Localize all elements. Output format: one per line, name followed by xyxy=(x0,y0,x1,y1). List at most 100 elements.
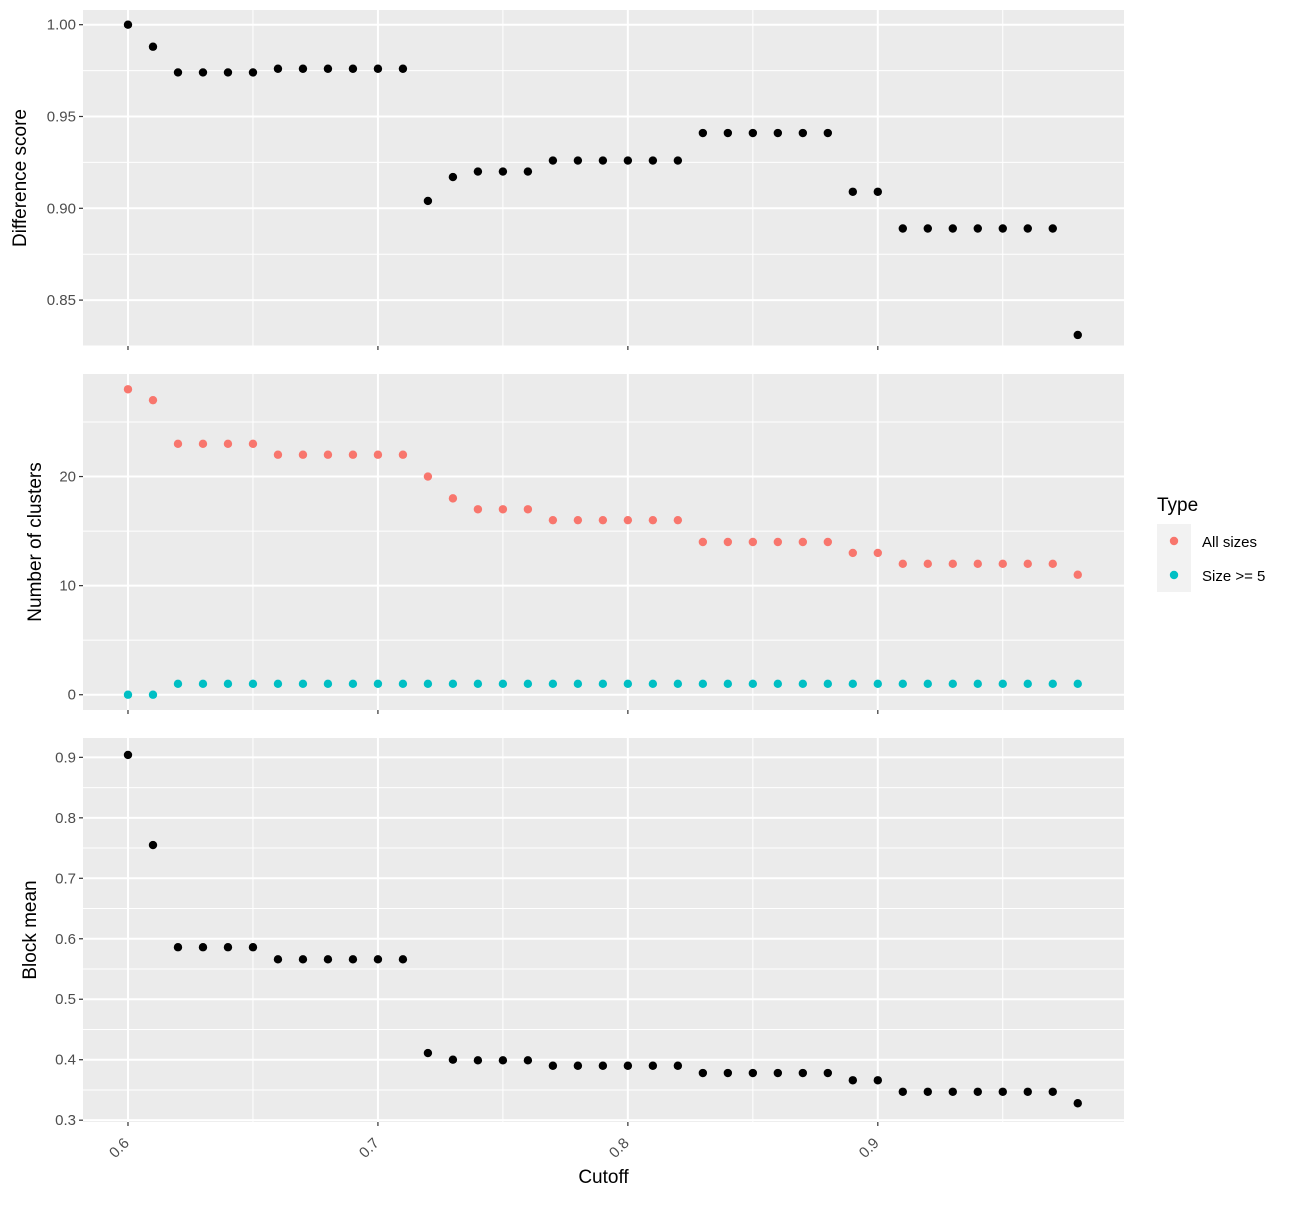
data-point-top-s0-4 xyxy=(223,68,233,77)
data-point-top-s0-37 xyxy=(1048,224,1057,233)
data-point-bottom-s0-1 xyxy=(148,840,158,850)
data-point-bottom-s0-13 xyxy=(448,1055,458,1064)
data-point-bottom-s0-7 xyxy=(298,955,308,964)
data-point-middle-s1-28 xyxy=(823,679,833,689)
data-point-middle-s0-30 xyxy=(873,548,883,558)
data-point-middle-s1-25 xyxy=(748,679,758,689)
data-point-middle-s1-3 xyxy=(198,679,208,689)
data-point-middle-s0-38 xyxy=(1073,570,1082,579)
data-point-top-s0-32 xyxy=(923,224,932,233)
x-tick-label: 0.9 xyxy=(856,1135,883,1162)
data-point-top-s0-38 xyxy=(1073,330,1082,340)
data-point-middle-s1-20 xyxy=(623,679,633,689)
data-point-bottom-s0-23 xyxy=(698,1068,708,1078)
data-point-bottom-s0-34 xyxy=(973,1087,982,1096)
data-point-top-s0-12 xyxy=(423,196,433,206)
data-point-top-s0-7 xyxy=(298,64,308,73)
data-point-middle-s1-36 xyxy=(1023,679,1032,689)
data-point-middle-s1-24 xyxy=(723,679,733,689)
data-point-bottom-s0-31 xyxy=(898,1087,908,1096)
data-point-bottom-s0-21 xyxy=(648,1061,658,1070)
data-point-bottom-s0-16 xyxy=(523,1056,533,1065)
data-point-bottom-s0-3 xyxy=(198,943,208,952)
y-tick-label: 1.00 xyxy=(47,17,76,34)
data-point-top-s0-23 xyxy=(698,128,708,138)
data-point-top-s0-31 xyxy=(898,224,908,233)
data-point-middle-s0-19 xyxy=(598,515,608,525)
data-point-middle-s1-38 xyxy=(1073,679,1082,689)
data-point-top-s0-30 xyxy=(873,187,883,196)
data-point-middle-s1-1 xyxy=(148,690,158,699)
data-point-middle-s0-31 xyxy=(898,559,908,569)
data-point-middle-s0-22 xyxy=(673,515,683,525)
data-point-bottom-s0-35 xyxy=(998,1087,1007,1096)
y-tick-label: 0 xyxy=(68,687,76,704)
data-point-middle-s0-12 xyxy=(423,472,433,481)
data-point-middle-s1-22 xyxy=(673,679,683,689)
data-point-middle-s0-27 xyxy=(798,537,808,547)
data-point-bottom-s0-28 xyxy=(823,1068,833,1078)
data-point-middle-s0-8 xyxy=(323,450,333,459)
data-point-middle-s0-10 xyxy=(373,450,383,459)
y-tick-label: 0.85 xyxy=(47,292,76,309)
y-axis-label: Number of clusters xyxy=(25,462,46,621)
data-point-middle-s0-36 xyxy=(1023,559,1032,569)
data-point-bottom-s0-2 xyxy=(173,943,183,952)
y-tick-label: 0.3 xyxy=(55,1112,76,1129)
data-point-middle-s0-15 xyxy=(498,505,508,514)
data-point-middle-s0-13 xyxy=(448,494,458,503)
panel-bottom: 0.3 0.4 0.5 0.6 0.7 0.8 0.9 Block mean xyxy=(20,738,1124,1129)
y-axis-label: Block mean xyxy=(20,880,41,979)
data-point-middle-s0-26 xyxy=(773,537,783,547)
data-point-middle-s0-14 xyxy=(473,505,483,514)
data-point-bottom-s0-9 xyxy=(348,955,358,964)
data-point-bottom-s0-33 xyxy=(948,1087,957,1096)
data-point-top-s0-0 xyxy=(123,20,133,29)
data-point-middle-s1-6 xyxy=(273,679,283,689)
data-point-bottom-s0-19 xyxy=(598,1061,608,1070)
data-point-bottom-s0-22 xyxy=(673,1061,683,1070)
data-point-middle-s0-20 xyxy=(623,515,633,525)
data-point-middle-s0-24 xyxy=(723,537,733,547)
data-point-bottom-s0-30 xyxy=(873,1076,883,1085)
data-point-bottom-s0-14 xyxy=(473,1056,483,1065)
data-point-top-s0-20 xyxy=(623,156,633,165)
data-point-middle-s1-29 xyxy=(848,679,858,689)
data-point-top-s0-19 xyxy=(598,156,608,165)
data-point-bottom-s0-8 xyxy=(323,955,333,964)
data-point-middle-s1-27 xyxy=(798,679,808,689)
data-point-bottom-s0-5 xyxy=(248,943,258,952)
data-point-middle-s1-0 xyxy=(123,690,133,699)
data-point-top-s0-18 xyxy=(573,156,583,165)
data-point-top-s0-15 xyxy=(498,167,508,176)
data-point-middle-s1-5 xyxy=(248,679,258,689)
legend-item-label: All sizes xyxy=(1202,534,1257,551)
data-point-middle-s1-10 xyxy=(373,679,383,689)
data-point-top-s0-25 xyxy=(748,128,758,138)
data-point-top-s0-2 xyxy=(173,68,183,77)
data-point-middle-s0-21 xyxy=(648,515,658,525)
data-point-top-s0-9 xyxy=(348,64,358,73)
y-tick-label: 0.5 xyxy=(55,991,76,1008)
legend: Type All sizes Size >= 5 xyxy=(1157,495,1265,592)
data-point-middle-s0-16 xyxy=(523,505,533,514)
data-point-middle-s1-11 xyxy=(398,679,408,689)
data-point-bottom-s0-26 xyxy=(773,1068,783,1078)
data-point-bottom-s0-38 xyxy=(1073,1099,1082,1108)
data-point-bottom-s0-0 xyxy=(123,750,133,760)
data-point-middle-s0-2 xyxy=(173,439,183,449)
data-point-middle-s0-32 xyxy=(923,559,932,569)
data-point-middle-s1-12 xyxy=(423,679,433,689)
y-tick-label: 10 xyxy=(59,578,76,595)
data-point-middle-s1-13 xyxy=(448,679,458,689)
y-tick-label: 0.6 xyxy=(55,931,76,948)
data-point-middle-s0-9 xyxy=(348,450,358,459)
data-point-top-s0-11 xyxy=(398,64,408,73)
data-point-top-s0-26 xyxy=(773,128,783,138)
data-point-bottom-s0-25 xyxy=(748,1068,758,1078)
legend-title: Type xyxy=(1157,495,1198,516)
data-point-middle-s1-23 xyxy=(698,679,708,689)
data-point-middle-s1-2 xyxy=(173,679,183,689)
data-point-middle-s1-26 xyxy=(773,679,783,689)
